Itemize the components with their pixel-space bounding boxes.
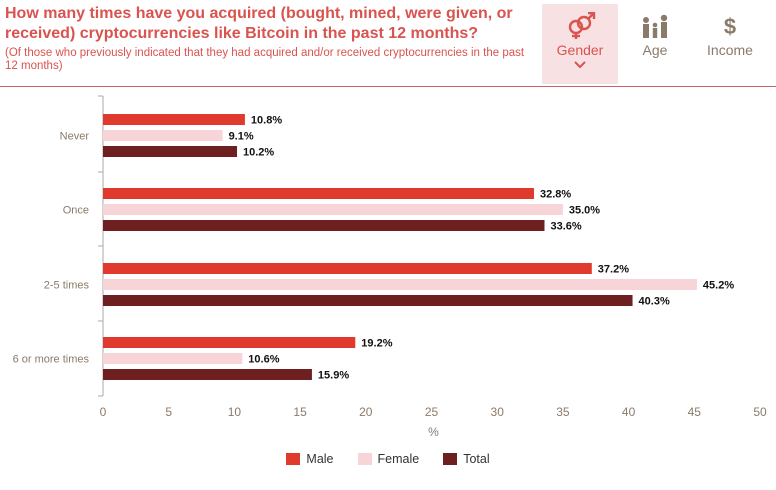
bar-chart: Never Once 2-5 times 6 or more times 10.8% 9.…	[13, 95, 767, 439]
chart-legend: Male Female Total	[0, 452, 776, 466]
data-label-male-2: 37.2%	[598, 264, 629, 276]
bar-total-2	[103, 295, 633, 306]
x-tick-label-6: 30	[491, 405, 505, 419]
category-label-3: 6 or more times	[13, 354, 90, 366]
tab-age[interactable]: Age	[617, 4, 693, 84]
data-label-female-2: 45.2%	[703, 280, 734, 292]
data-label-total-2: 40.3%	[639, 296, 670, 308]
legend-label-total: Total	[463, 452, 490, 466]
legend-item-total: Total	[443, 452, 490, 466]
data-label-total-1: 33.6%	[551, 221, 582, 233]
legend-label-female: Female	[377, 452, 420, 466]
age-icon	[617, 12, 693, 40]
tab-income[interactable]: $ Income	[692, 4, 768, 84]
bar-female-2	[103, 279, 697, 290]
data-label-female-3: 10.6%	[248, 354, 279, 366]
bar-male-1	[103, 188, 534, 199]
x-tick-label-7: 35	[556, 405, 570, 419]
bar-male-0	[103, 114, 245, 125]
chart-title: How many times have you acquired (bought…	[5, 5, 513, 42]
x-axis-label: %	[428, 425, 439, 439]
category-label-1: Once	[63, 205, 89, 217]
data-label-female-0: 9.1%	[229, 131, 254, 143]
legend-item-male: Male	[286, 452, 334, 466]
x-tick-label-0: 0	[100, 405, 107, 419]
tab-age-label: Age	[642, 42, 668, 58]
x-tick-label-2: 10	[228, 405, 242, 419]
svg-text:$: $	[724, 14, 736, 39]
bar-male-3	[103, 337, 356, 348]
tab-income-label: Income	[707, 42, 753, 58]
x-tick-label-5: 25	[425, 405, 439, 419]
income-icon: $	[692, 12, 768, 40]
x-tick-label-3: 15	[293, 405, 307, 419]
bar-female-1	[103, 204, 563, 215]
x-tick-label-10: 50	[753, 405, 767, 419]
tab-gender-label: Gender	[556, 42, 604, 58]
bar-total-0	[103, 146, 238, 157]
chevron-down-icon	[542, 60, 618, 70]
bar-male-2	[103, 263, 592, 274]
data-label-male-1: 32.8%	[540, 189, 571, 201]
legend-label-male: Male	[306, 452, 334, 466]
tab-gender[interactable]: Gender	[542, 4, 618, 84]
gender-icon	[542, 12, 618, 40]
data-label-total-3: 15.9%	[318, 370, 349, 382]
data-label-male-0: 10.8%	[251, 115, 282, 127]
x-tick-label-8: 40	[622, 405, 636, 419]
x-tick-label-9: 45	[688, 405, 702, 419]
data-label-male-3: 19.2%	[361, 338, 392, 350]
bar-total-1	[103, 220, 545, 231]
data-label-female-1: 35.0%	[569, 205, 600, 217]
category-label-0: Never	[60, 131, 90, 143]
x-tick-label-1: 5	[165, 405, 172, 419]
legend-swatch-female	[357, 453, 372, 465]
legend-swatch-total	[443, 453, 458, 465]
bar-female-0	[103, 130, 223, 141]
bar-total-3	[103, 369, 312, 380]
category-label-2: 2-5 times	[44, 280, 90, 292]
x-tick-label-4: 20	[359, 405, 373, 419]
bar-female-3	[103, 353, 243, 364]
chart-subtitle: (Of those who previously indicated that …	[5, 47, 525, 72]
legend-item-female: Female	[357, 452, 420, 466]
data-label-total-0: 10.2%	[243, 147, 274, 159]
legend-swatch-male	[286, 453, 301, 465]
header-divider	[0, 86, 776, 87]
